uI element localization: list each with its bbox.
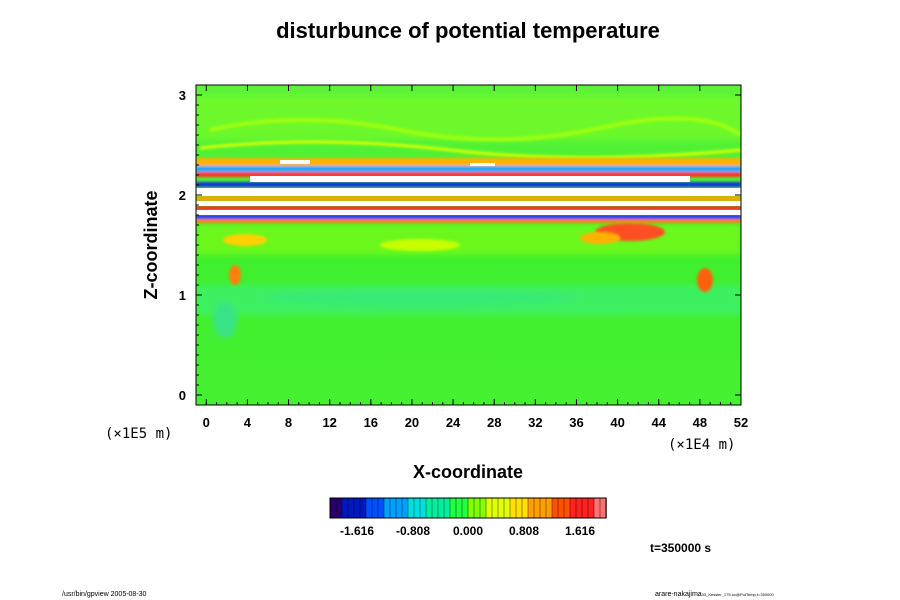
colorbar-swatch xyxy=(479,497,487,519)
colorbar-swatch xyxy=(413,497,421,519)
colorbar-swatch xyxy=(503,497,511,519)
colorbar-swatch xyxy=(431,497,439,519)
heatmap-field xyxy=(196,85,741,405)
colorbar-swatch xyxy=(527,497,535,519)
colorbar-tick-label: -0.808 xyxy=(396,524,430,538)
colorbar-tick-label: 0.808 xyxy=(509,524,539,538)
y-tick-label: 1 xyxy=(179,288,186,303)
y-tick-label: 0 xyxy=(179,388,186,403)
colorbar-swatch xyxy=(347,497,355,519)
colorbar-tick-label: -1.616 xyxy=(340,524,374,538)
x-tick-label: 16 xyxy=(364,415,378,430)
colorbar-swatch xyxy=(575,497,583,519)
time-label: t=350000 s xyxy=(650,541,711,555)
colorbar-tick-label: 1.616 xyxy=(565,524,595,538)
colorbar-swatch xyxy=(443,497,451,519)
colorbar-swatch xyxy=(425,497,433,519)
x-tick-label: 44 xyxy=(652,415,667,430)
colorbar-swatch xyxy=(437,497,445,519)
y-tick-label: 3 xyxy=(179,88,186,103)
chart-title: disturbunce of potential temperature xyxy=(276,18,660,43)
colorbar-swatch xyxy=(383,497,391,519)
colorbar-swatch xyxy=(497,497,505,519)
colorbar-swatch xyxy=(353,497,361,519)
footer-right-main: arare-nakajima xyxy=(655,591,702,598)
colorbar-swatch xyxy=(521,497,529,519)
y-tick-label: 2 xyxy=(179,188,186,203)
x-scale-note: (×1E4 m) xyxy=(668,437,735,453)
colorbar-swatch xyxy=(377,497,385,519)
colorbar-swatch xyxy=(389,497,397,519)
colorbar-swatch xyxy=(515,497,523,519)
footer-right: arare-nakajima03_Kessler_175.nc@PotTemp,… xyxy=(655,591,774,598)
colorbar-swatch xyxy=(341,497,349,519)
colorbar-swatch xyxy=(419,497,427,519)
colorbar-swatch xyxy=(509,497,517,519)
colorbar-swatch xyxy=(455,497,463,519)
colorbar-swatch xyxy=(395,497,403,519)
colorbar-swatch xyxy=(371,497,379,519)
colorbar-swatch xyxy=(545,497,553,519)
x-axis: 0 4 8 12 16 20 24 28 32 36 40 44 48 52 xyxy=(203,85,748,430)
y-axis: 0 1 2 3 xyxy=(179,88,741,403)
colorbar-swatch xyxy=(461,497,469,519)
colorbar-swatch xyxy=(359,497,367,519)
x-tick-label: 40 xyxy=(610,415,624,430)
colorbar-swatch xyxy=(365,497,373,519)
colorbar-swatch xyxy=(449,497,457,519)
colorbar-frame xyxy=(329,497,607,519)
x-tick-label: 48 xyxy=(693,415,707,430)
colorbar-swatch xyxy=(557,497,565,519)
x-tick-label: 24 xyxy=(446,415,461,430)
y-axis-label: Z-coordinate xyxy=(141,190,161,299)
colorbar-swatch xyxy=(539,497,547,519)
colorbar-swatch xyxy=(467,497,475,519)
colorbar-swatch xyxy=(335,497,343,519)
colorbar-swatch xyxy=(491,497,499,519)
footer-left: /usr/bin/gpview 2005-08-30 xyxy=(62,591,147,598)
colorbar-ticks: -1.616 -0.808 0.000 0.808 1.616 xyxy=(340,524,595,538)
x-tick-label: 0 xyxy=(203,415,210,430)
y-scale-note: (×1E5 m) xyxy=(105,426,172,442)
footer-right-sub: 03_Kessler_175.nc@PotTemp,t=350000 xyxy=(702,592,775,597)
colorbar-swatch xyxy=(581,497,589,519)
colorbar-tick-label: 0.000 xyxy=(453,524,483,538)
colorbar-swatch xyxy=(401,497,409,519)
x-tick-label: 8 xyxy=(285,415,292,430)
colorbar-swatch xyxy=(407,497,415,519)
colorbar-swatch xyxy=(569,497,577,519)
colorbar-swatch xyxy=(593,497,601,519)
x-tick-label: 20 xyxy=(405,415,419,430)
x-tick-label: 28 xyxy=(487,415,501,430)
x-tick-label: 12 xyxy=(322,415,336,430)
colorbar-swatch xyxy=(563,497,571,519)
colorbar-swatch xyxy=(329,497,337,519)
x-tick-label: 32 xyxy=(528,415,542,430)
colorbar-swatch xyxy=(551,497,559,519)
colorbar-swatch xyxy=(533,497,541,519)
x-axis-label: X-coordinate xyxy=(413,462,523,482)
x-tick-label: 4 xyxy=(244,415,252,430)
x-tick-label: 36 xyxy=(569,415,583,430)
x-tick-label: 52 xyxy=(734,415,748,430)
colorbar-swatch xyxy=(485,497,493,519)
colorbar-swatch xyxy=(587,497,595,519)
colorbar xyxy=(329,497,607,519)
colorbar-swatch xyxy=(473,497,481,519)
